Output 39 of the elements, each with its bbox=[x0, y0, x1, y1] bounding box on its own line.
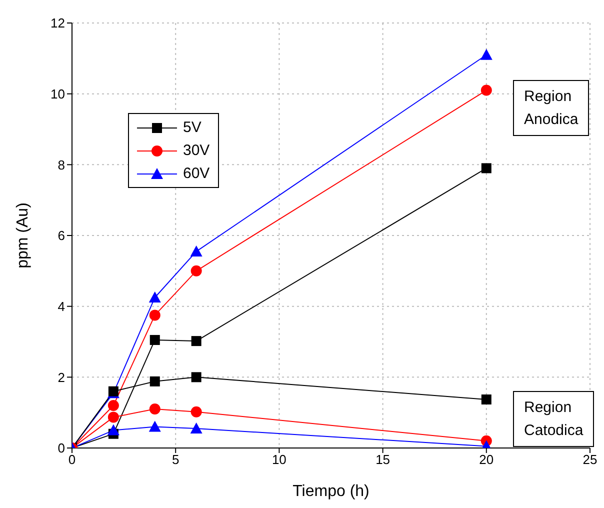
point bbox=[191, 372, 202, 382]
y-tick-label: 0 bbox=[58, 440, 65, 456]
y-tick-label: 2 bbox=[58, 370, 65, 385]
x-tick-label: 10 bbox=[272, 452, 286, 468]
legend-label: 5V bbox=[183, 119, 202, 136]
x-tick-label: 25 bbox=[582, 452, 598, 468]
point bbox=[148, 420, 161, 432]
point bbox=[150, 334, 160, 345]
legend-label: 60V bbox=[183, 165, 210, 182]
x-tick-label: 15 bbox=[376, 452, 390, 468]
point bbox=[190, 422, 202, 434]
y-tick-label: 8 bbox=[58, 157, 65, 172]
legend-label: 30V bbox=[183, 142, 210, 159]
point bbox=[191, 336, 202, 346]
point bbox=[481, 394, 492, 404]
point bbox=[148, 291, 161, 302]
point bbox=[480, 48, 492, 60]
x-tick-label: 20 bbox=[479, 452, 494, 468]
point bbox=[108, 400, 119, 411]
point bbox=[190, 265, 202, 276]
y-tick-label: 4 bbox=[58, 298, 65, 314]
y-tick-label: 10 bbox=[50, 86, 65, 102]
point bbox=[190, 245, 202, 256]
point bbox=[481, 163, 492, 174]
annotation: Region Catodica bbox=[513, 391, 594, 447]
x-tick-label: 0 bbox=[68, 452, 76, 468]
point bbox=[190, 406, 202, 418]
point bbox=[150, 376, 160, 386]
annotation: Region Anodica bbox=[513, 80, 590, 136]
x-axis-title: Tiempo (h) bbox=[292, 483, 370, 500]
point bbox=[480, 84, 492, 96]
point bbox=[107, 424, 120, 436]
x-tick-label: 5 bbox=[172, 452, 180, 468]
y-tick-label: 6 bbox=[58, 228, 65, 244]
y-tick-label: 12 bbox=[50, 16, 65, 31]
point bbox=[149, 310, 160, 321]
point bbox=[149, 404, 160, 415]
y-axis-title: ppm (Au) bbox=[14, 202, 32, 268]
point bbox=[108, 412, 119, 423]
